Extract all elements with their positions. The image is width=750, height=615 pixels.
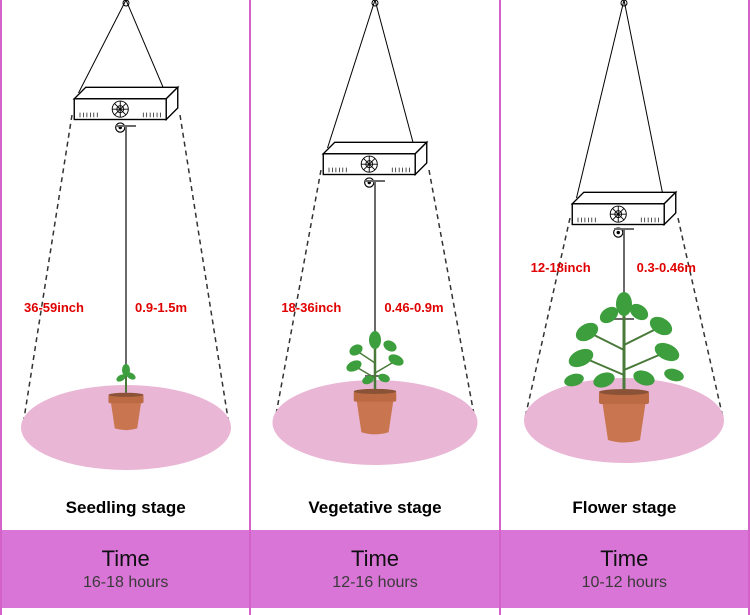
distance-inch-label: 12-18inch xyxy=(531,260,591,275)
diagram-area: 12-18inch 0.3-0.46m xyxy=(501,0,748,490)
stage-title: Seedling stage xyxy=(2,498,249,518)
hanger-icon xyxy=(68,0,183,98)
measure-bar-top xyxy=(365,180,385,182)
distance-inch-label: 36-59inch xyxy=(24,300,84,315)
pot-icon xyxy=(594,388,654,448)
distance-inch-label: 18-36inch xyxy=(281,300,341,315)
panel-2: 12-18inch 0.3-0.46m Flower stage Time 10-12… xyxy=(501,0,750,615)
grow-light-infographic: 36-59inch 0.9-1.5m Seedling stage Time 16-1… xyxy=(0,0,750,615)
measure-line xyxy=(125,125,127,400)
pot-icon xyxy=(105,392,147,436)
distance-m-label: 0.3-0.46m xyxy=(637,260,696,275)
hanger-icon xyxy=(317,0,432,153)
time-bar: Time 10-12 hours xyxy=(501,530,748,608)
measure-bar-top xyxy=(116,125,136,127)
panel-1: 18-36inch 0.46-0.9m Vegetative stage Time 1… xyxy=(251,0,500,615)
time-value: 12-16 hours xyxy=(332,574,417,592)
distance-m-label: 0.9-1.5m xyxy=(135,300,187,315)
stage-title: Vegetative stage xyxy=(251,498,498,518)
diagram-area: 36-59inch 0.9-1.5m xyxy=(2,0,249,490)
distance-m-label: 0.46-0.9m xyxy=(384,300,443,315)
stage-title: Flower stage xyxy=(501,498,748,518)
hanger-icon xyxy=(567,0,682,203)
time-title: Time xyxy=(600,546,648,572)
pot-icon xyxy=(349,388,400,440)
panel-0: 36-59inch 0.9-1.5m Seedling stage Time 16-1… xyxy=(0,0,251,615)
time-title: Time xyxy=(351,546,399,572)
time-value: 10-12 hours xyxy=(582,574,667,592)
time-bar: Time 12-16 hours xyxy=(251,530,498,608)
time-title: Time xyxy=(102,546,150,572)
measure-bar-top xyxy=(614,228,634,230)
diagram-area: 18-36inch 0.46-0.9m xyxy=(251,0,498,490)
time-value: 16-18 hours xyxy=(83,574,168,592)
time-bar: Time 16-18 hours xyxy=(2,530,249,608)
